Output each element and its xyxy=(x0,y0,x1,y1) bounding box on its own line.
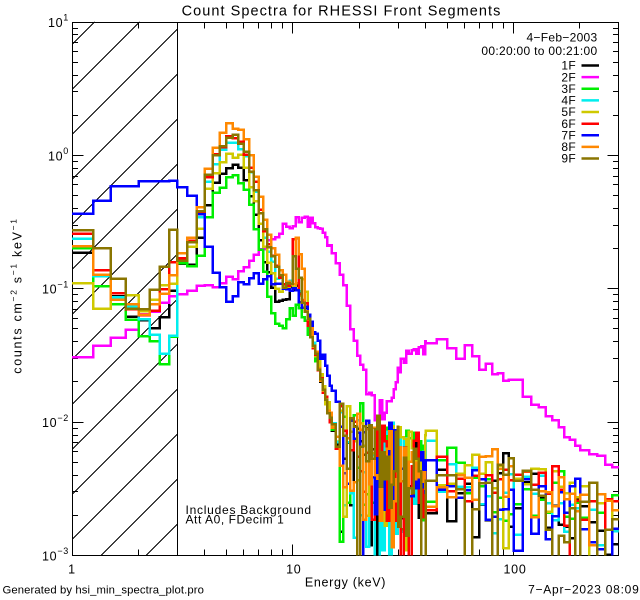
svg-text:100: 100 xyxy=(504,563,527,577)
svg-text:5F: 5F xyxy=(561,105,576,119)
svg-text:Generated by hsi_min_spectra_p: Generated by hsi_min_spectra_plot.pro xyxy=(3,585,205,597)
svg-text:4−Feb−2003: 4−Feb−2003 xyxy=(526,31,597,45)
svg-text:4F: 4F xyxy=(561,94,576,108)
svg-text:6F: 6F xyxy=(561,117,576,131)
svg-text:Includes Background: Includes Background xyxy=(186,503,312,517)
svg-text:101: 101 xyxy=(48,13,69,30)
svg-text:counts cm−2 s−1 keV−1: counts cm−2 s−1 keV−1 xyxy=(9,217,25,373)
svg-text:Count Spectra for RHESSI Front: Count Spectra for RHESSI Front Segments xyxy=(182,4,502,20)
svg-text:7F: 7F xyxy=(561,129,576,143)
svg-text:2F: 2F xyxy=(561,70,576,84)
svg-text:10: 10 xyxy=(286,563,301,577)
svg-text:9F: 9F xyxy=(561,152,576,166)
svg-text:1F: 1F xyxy=(561,59,576,73)
svg-text:1: 1 xyxy=(68,563,76,577)
svg-text:3F: 3F xyxy=(561,82,576,96)
svg-text:00:20:00 to 00:21:00: 00:20:00 to 00:21:00 xyxy=(481,44,597,58)
svg-text:7−Apr−2023 08:09: 7−Apr−2023 08:09 xyxy=(528,583,639,597)
svg-text:8F: 8F xyxy=(561,140,576,154)
svg-text:Att A0, FDecim 1: Att A0, FDecim 1 xyxy=(186,513,285,527)
svg-text:Energy (keV): Energy (keV) xyxy=(305,576,386,590)
svg-text:100: 100 xyxy=(48,146,69,163)
